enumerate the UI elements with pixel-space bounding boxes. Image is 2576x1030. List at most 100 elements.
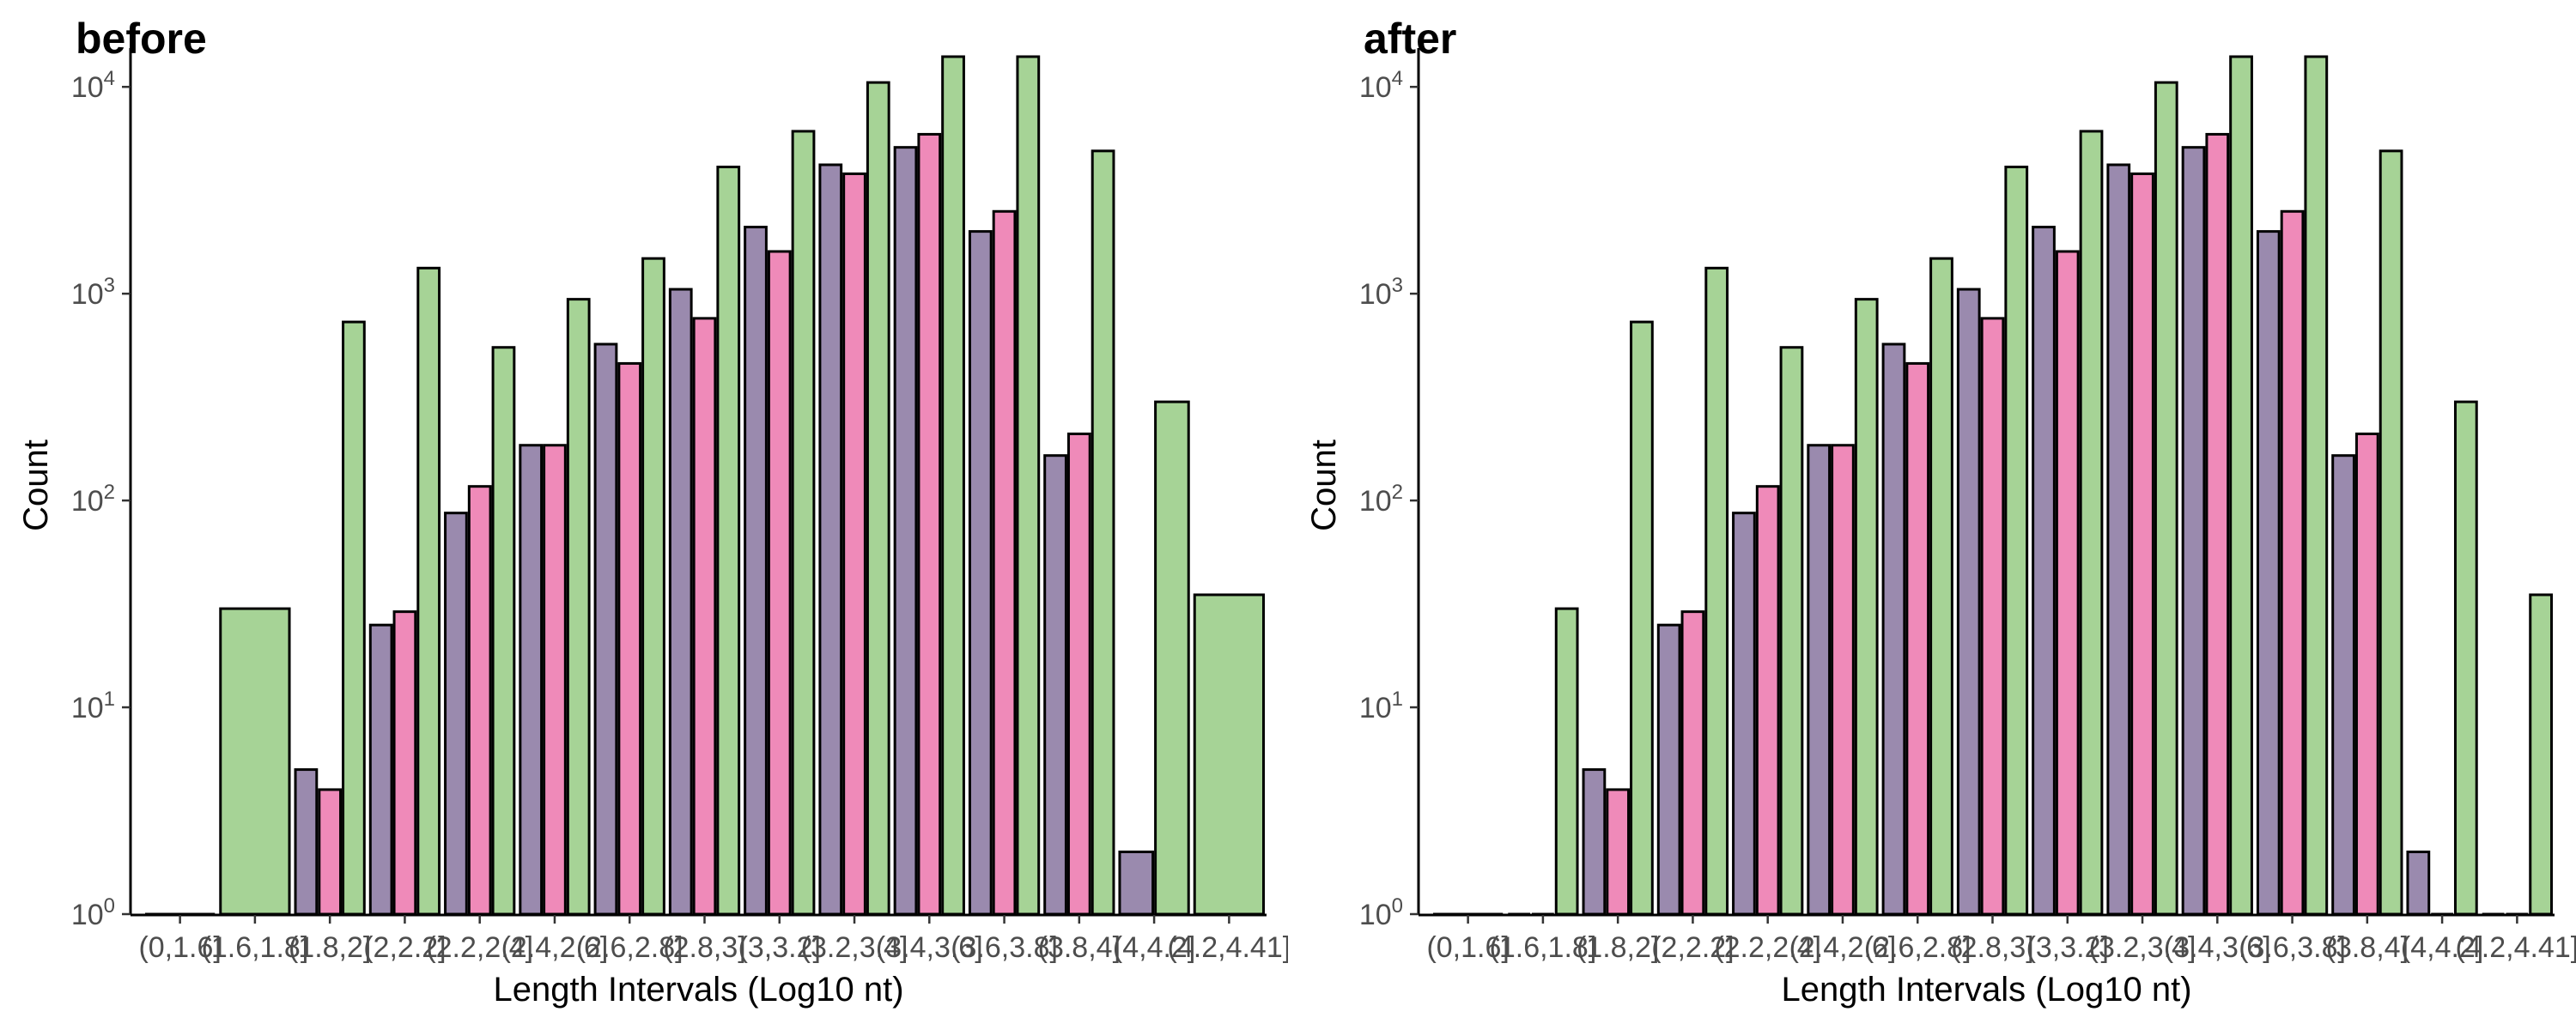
x-tick-label: (2,2.2] (1651, 931, 1734, 964)
bar-8-2 (791, 130, 816, 916)
x-tick-label: (4,4.2] (1113, 931, 1195, 964)
bar-1-0 (219, 607, 291, 916)
x-tick-label: (4.2,4.41] (1168, 931, 1288, 964)
bar-10-1 (917, 132, 942, 916)
y-tick-exponent: 2 (104, 481, 115, 504)
x-tick-label: (3.8,4] (1038, 931, 1121, 964)
y-tick-base: 10 (71, 71, 104, 104)
x-tick-label: (0,1.6] (1426, 931, 1509, 964)
y-tick-label: 101 (1359, 688, 1403, 724)
bar-14-0 (1193, 593, 1265, 916)
bar-11-1 (992, 209, 1017, 916)
y-tick-exponent: 1 (104, 688, 115, 711)
bar-3-2 (416, 266, 441, 916)
x-tick-label: (2.6,2.8] (1864, 931, 1971, 964)
bar-10-0 (893, 146, 918, 916)
bar-4-0 (444, 512, 468, 916)
y-axis-title: Count (17, 439, 55, 531)
bar-12-0 (1043, 454, 1067, 916)
bar-12-2 (2379, 149, 2403, 916)
x-tick-label: (3.4,3.6] (2164, 931, 2271, 964)
bar-10-2 (2229, 55, 2253, 916)
y-tick-label: 102 (71, 481, 115, 518)
bar-3-2 (1704, 266, 1729, 916)
bar-2-1 (318, 788, 343, 916)
y-tick-exponent: 3 (1392, 274, 1403, 297)
x-tick-label: (2.8,3] (663, 931, 745, 964)
y-tick-label: 100 (71, 894, 115, 931)
bar-5-1 (1831, 444, 1855, 916)
x-tick-label: (3.6,3.8] (951, 931, 1058, 964)
bar-10-0 (2181, 146, 2206, 916)
bar-4-0 (1732, 512, 1756, 916)
x-axis-title: Length Intervals (Log10 nt) (1781, 971, 2191, 1009)
x-tick-label: (2.4,2.6] (501, 931, 609, 964)
y-tick-label: 103 (71, 274, 115, 311)
y-tick-base: 10 (71, 485, 104, 518)
bar-14-2 (2529, 593, 2553, 916)
bar-2-2 (342, 320, 366, 916)
bar-12-0 (2331, 454, 2355, 916)
x-tick-label: (1.6,1.8] (202, 931, 309, 964)
y-tick-exponent: 4 (104, 67, 115, 90)
y-tick-base: 10 (71, 692, 104, 724)
x-tick-label: (3.4,3.6] (876, 931, 983, 964)
x-tick-label: (3.2,3.4] (801, 931, 908, 964)
bar-6-0 (593, 342, 618, 916)
bar-7-1 (1980, 317, 2005, 916)
x-tick-label: (3.2,3.4] (2089, 931, 2196, 964)
bar-8-1 (2055, 250, 2080, 916)
bar-5-2 (566, 298, 591, 916)
bar-3-0 (368, 623, 393, 916)
bar-13-1 (1154, 400, 1190, 916)
bar-11-0 (968, 230, 993, 916)
y-tick-base: 10 (1359, 485, 1392, 518)
bar-6-2 (641, 257, 665, 916)
bar-7-2 (2004, 166, 2029, 916)
bar-3-1 (392, 610, 417, 916)
bar-10-2 (941, 55, 965, 916)
bar-12-1 (1066, 432, 1091, 916)
y-tick-label: 102 (1359, 481, 1403, 518)
bar-8-1 (767, 250, 792, 916)
bar-12-1 (2354, 432, 2379, 916)
bar-4-1 (467, 485, 492, 916)
bar-13-0 (1118, 850, 1155, 916)
x-tick-label: (2,2.2] (363, 931, 446, 964)
chart-panel-after: after100101102103104(0,1.6](1.6,1.8](1.8… (1305, 15, 2576, 1009)
bar-9-2 (2154, 81, 2178, 916)
bar-4-2 (1779, 346, 1804, 916)
bar-8-0 (744, 226, 768, 916)
bar-8-0 (2032, 226, 2056, 916)
bar-4-1 (1755, 485, 1780, 916)
bar-13-0 (2406, 850, 2431, 916)
bar-5-0 (519, 444, 544, 916)
bar-11-1 (2280, 209, 2305, 916)
bar-5-0 (1807, 444, 1832, 916)
bar-6-0 (1881, 342, 1906, 916)
y-tick-base: 10 (1359, 692, 1392, 724)
bar-5-2 (1854, 298, 1879, 916)
y-tick-exponent: 2 (1392, 481, 1403, 504)
bar-2-0 (1582, 768, 1607, 916)
y-tick-exponent: 1 (1392, 688, 1403, 711)
x-tick-label: (1.8,2] (1577, 931, 1659, 964)
x-tick-label: (1.6,1.8] (1490, 931, 1597, 964)
y-tick-exponent: 0 (1392, 894, 1403, 918)
bar-2-2 (1630, 320, 1654, 916)
y-tick-exponent: 4 (1392, 67, 1403, 90)
x-tick-label: (2.2,2.4] (426, 931, 533, 964)
y-tick-label: 103 (1359, 274, 1403, 311)
bar-13-2 (2453, 400, 2478, 916)
x-tick-label: (2.2,2.4] (1714, 931, 1821, 964)
bar-7-1 (692, 317, 717, 916)
x-tick-label: (3.6,3.8] (2239, 931, 2346, 964)
bar-9-1 (2130, 172, 2154, 916)
x-tick-label: (4.2,4.41] (2456, 931, 2576, 964)
bar-5-1 (543, 444, 567, 916)
bar-7-0 (668, 288, 693, 916)
bar-12-2 (1091, 149, 1115, 916)
bar-7-2 (716, 166, 741, 916)
bar-9-1 (842, 172, 866, 916)
y-tick-base: 10 (1359, 71, 1392, 104)
